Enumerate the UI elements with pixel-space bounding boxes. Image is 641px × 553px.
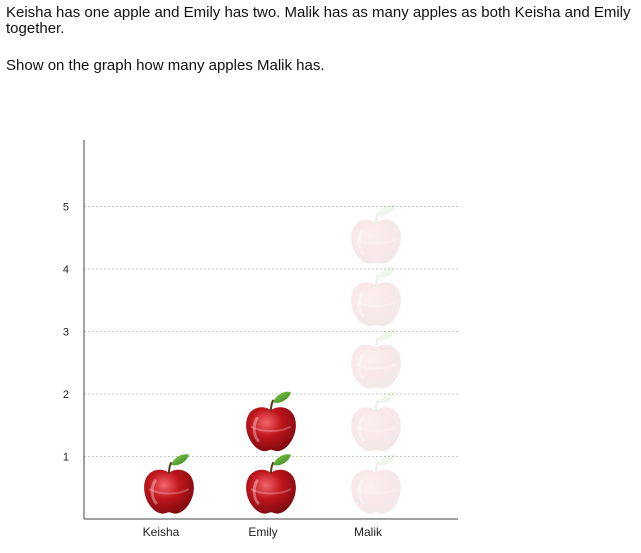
y-tick-label: 3	[63, 327, 69, 339]
x-label-malik: Malik	[354, 525, 383, 539]
question-instruction: Show on the graph how many apples Malik …	[6, 57, 325, 74]
apple-slot-icon[interactable]	[350, 203, 402, 265]
apple-slot-icon[interactable]	[350, 453, 402, 515]
apple-slot-icon[interactable]	[350, 390, 402, 453]
apple-icon	[244, 390, 298, 453]
question-prompt: Keisha has one apple and Emily has two. …	[6, 4, 631, 37]
apple-icon	[244, 452, 298, 516]
apple-slot-icon[interactable]	[350, 328, 402, 390]
y-tick-label: 2	[63, 389, 69, 401]
apple-icon	[142, 452, 196, 516]
y-tick-label: 4	[63, 264, 69, 276]
column-keisha	[142, 452, 196, 516]
x-label-keisha: Keisha	[143, 525, 180, 539]
y-axis-ticks: 1 2 3 4 5	[63, 202, 69, 464]
apple-columns	[142, 203, 402, 516]
column-malik	[350, 203, 402, 515]
column-emily	[244, 390, 298, 516]
x-label-emily: Emily	[248, 525, 277, 539]
y-tick-label: 5	[63, 202, 69, 214]
y-tick-label: 1	[63, 452, 69, 464]
x-axis-labels: Keisha Emily Malik	[143, 525, 383, 539]
apple-slot-icon[interactable]	[350, 265, 402, 328]
